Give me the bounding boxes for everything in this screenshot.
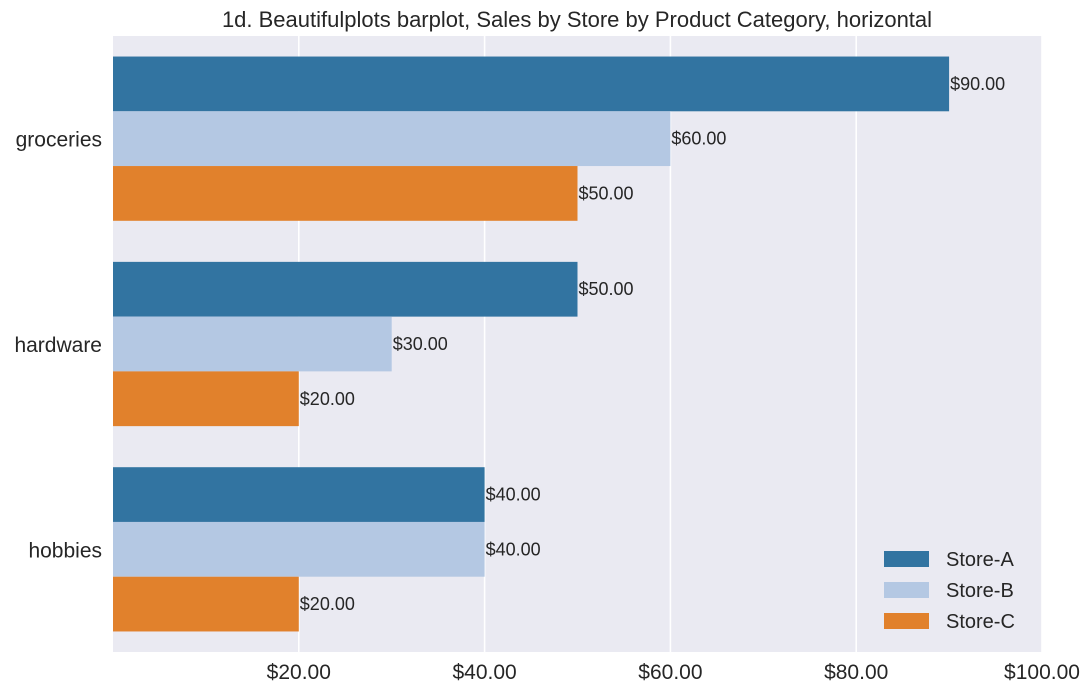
bar-label-groceries-Store-C: $50.00 xyxy=(579,183,634,203)
bar-label-hardware-Store-A: $50.00 xyxy=(579,279,634,299)
legend-swatch-Store-C xyxy=(884,613,929,629)
bar-hobbies-Store-A xyxy=(113,467,485,522)
legend-swatch-Store-A xyxy=(884,551,929,567)
bar-label-groceries-Store-A: $90.00 xyxy=(950,74,1005,94)
bar-labels: $90.00 $60.00 $50.00 $50.00 $30.00 $20.00 $40.… xyxy=(300,74,1005,614)
bar-hobbies-Store-C xyxy=(113,576,299,632)
x-tick-labels: $20.00 $40.00 $60.00 $80.00 $100.00 xyxy=(267,661,1080,684)
bar-label-hobbies-Store-A: $40.00 xyxy=(486,485,541,505)
bar-label-groceries-Store-B: $60.00 xyxy=(671,129,726,149)
x-tick-4: $100.00 xyxy=(1004,661,1080,684)
x-tick-2: $60.00 xyxy=(638,661,702,684)
bar-hardware-Store-B xyxy=(113,316,392,372)
bar-groceries-Store-A xyxy=(113,56,950,112)
bar-hardware-Store-A xyxy=(113,261,578,317)
bar-label-hardware-Store-B: $30.00 xyxy=(393,334,448,354)
x-tick-1: $40.00 xyxy=(452,661,516,684)
bar-label-hardware-Store-C: $20.00 xyxy=(300,389,355,409)
bar-label-hobbies-Store-C: $20.00 xyxy=(300,594,355,614)
legend-label-Store-A: Store-A xyxy=(946,549,1014,571)
y-tick-groceries: groceries xyxy=(16,129,102,152)
bar-label-hobbies-Store-B: $40.00 xyxy=(486,539,541,559)
chart-title: 1d. Beautifulplots barplot, Sales by Sto… xyxy=(222,7,932,32)
legend-label-Store-B: Store-B xyxy=(946,580,1014,602)
legend-label-Store-C: Store-C xyxy=(946,611,1015,633)
x-tick-3: $80.00 xyxy=(824,661,888,684)
bar-groceries-Store-B xyxy=(113,111,671,167)
legend-swatch-Store-B xyxy=(884,582,929,598)
y-tick-hobbies: hobbies xyxy=(28,539,102,562)
x-tick-0: $20.00 xyxy=(267,661,331,684)
bar-groceries-Store-C xyxy=(113,166,578,221)
bar-hardware-Store-C xyxy=(113,371,299,427)
y-tick-hardware: hardware xyxy=(14,334,102,357)
legend: Store-A Store-B Store-C xyxy=(884,549,1015,633)
bars xyxy=(113,56,950,632)
bar-hobbies-Store-B xyxy=(113,521,485,577)
y-tick-labels: groceries hardware hobbies xyxy=(14,129,102,563)
